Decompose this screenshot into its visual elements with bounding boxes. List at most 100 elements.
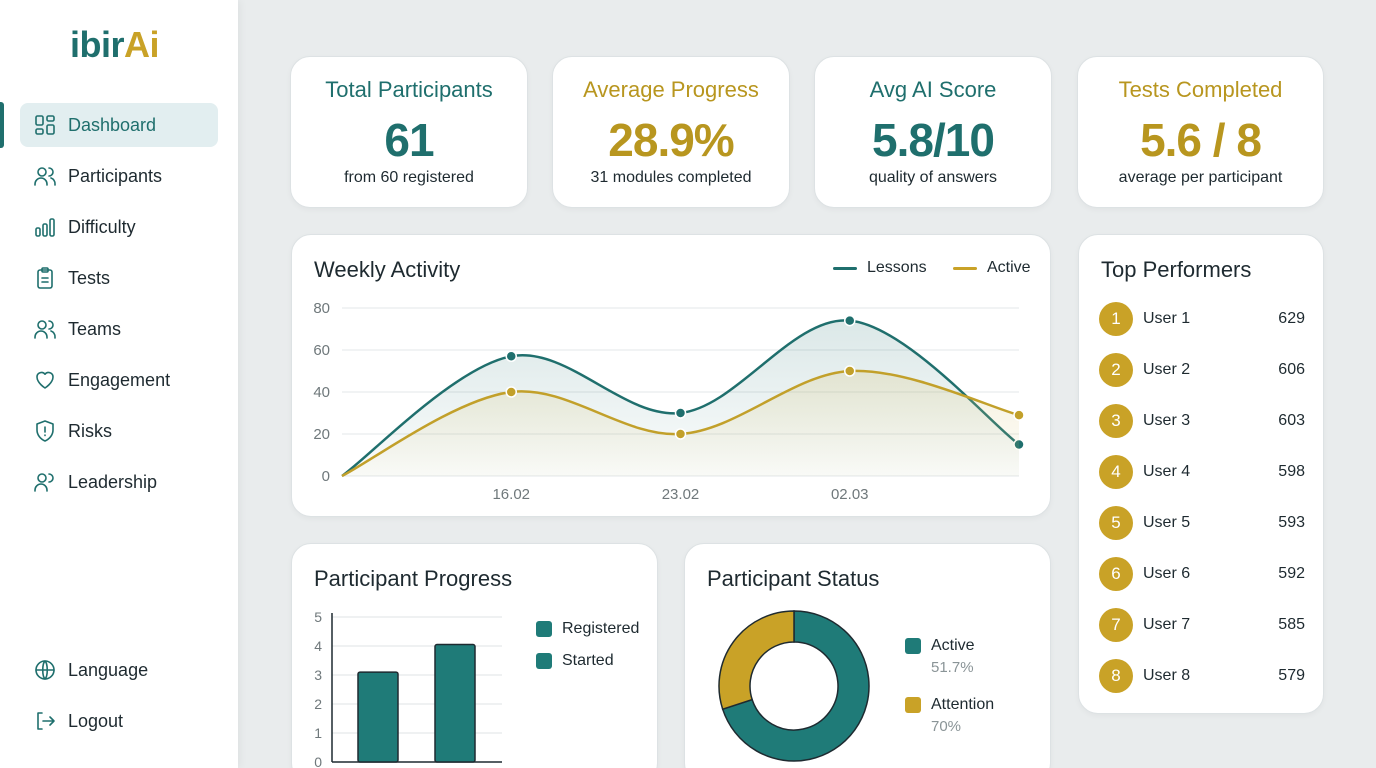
legend-label: Registered bbox=[562, 620, 640, 637]
performer-row[interactable]: 2 User 2 606 bbox=[1099, 353, 1305, 387]
legend-swatch-started bbox=[536, 653, 552, 669]
rank-badge: 6 bbox=[1099, 557, 1133, 591]
performer-row[interactable]: 7 User 7 585 bbox=[1099, 608, 1305, 642]
sidebar-item-engagement[interactable]: Engagement bbox=[20, 358, 218, 402]
legend-swatch-attention bbox=[905, 697, 921, 713]
kpi-value: 28.9% bbox=[608, 114, 734, 166]
y-tick-label: 40 bbox=[313, 384, 330, 401]
legend-label: Active bbox=[987, 259, 1031, 276]
sidebar-item-difficulty[interactable]: Difficulty bbox=[20, 205, 218, 249]
kpi-card-average-progress: Average Progress 28.9% 31 modules comple… bbox=[552, 56, 790, 208]
legend-swatch-registered bbox=[536, 621, 552, 637]
performer-name: User 4 bbox=[1143, 463, 1191, 480]
kpi-label: Average Progress bbox=[583, 77, 759, 102]
performer-name: User 1 bbox=[1143, 310, 1191, 327]
performer-row[interactable]: 1 User 1 629 bbox=[1099, 302, 1305, 336]
donut-slice-attention bbox=[718, 610, 795, 711]
dashboard-icon bbox=[32, 112, 58, 138]
performer-row[interactable]: 6 User 6 592 bbox=[1099, 557, 1305, 591]
x-tick-label: 02.03 bbox=[831, 486, 869, 503]
performer-score: 592 bbox=[1278, 565, 1305, 582]
sidebar-item-participants[interactable]: Participants bbox=[20, 154, 218, 198]
y-tick-label: 20 bbox=[313, 426, 330, 443]
bar bbox=[357, 671, 399, 763]
kpi-value: 5.8/10 bbox=[872, 114, 995, 166]
y-tick-label: 5 bbox=[314, 609, 322, 625]
legend-percent: 70% bbox=[931, 718, 962, 735]
kpi-card-total-participants: Total Participants 61 from 60 registered bbox=[290, 56, 528, 208]
data-point-lessons bbox=[505, 350, 517, 363]
performer-name: User 2 bbox=[1143, 361, 1191, 378]
performer-name: User 8 bbox=[1143, 667, 1191, 684]
sidebar-item-logout[interactable]: Logout bbox=[20, 699, 218, 743]
performer-row[interactable]: 3 User 3 603 bbox=[1099, 404, 1305, 438]
data-point-active bbox=[674, 428, 687, 440]
kpi-value: 5.6 / 8 bbox=[1140, 114, 1262, 166]
rank-badge: 4 bbox=[1099, 455, 1133, 489]
kpi-sub: average per participant bbox=[1118, 169, 1283, 186]
legend-swatch-active bbox=[953, 266, 977, 270]
sidebar-item-language[interactable]: Language bbox=[20, 648, 218, 692]
rank-badge: 2 bbox=[1099, 353, 1133, 387]
weekly-activity-chart: 0 20 40 60 80 16.02 23.02 02.03 bbox=[313, 300, 1025, 503]
legend-label: Started bbox=[562, 652, 614, 669]
sidebar-item-leadership[interactable]: Leadership bbox=[20, 460, 218, 504]
sidebar-item-label: Participants bbox=[68, 165, 163, 186]
sidebar-item-label: Teams bbox=[68, 318, 122, 339]
kpi-card-tests-completed: Tests Completed 5.6 / 8 average per part… bbox=[1077, 56, 1324, 208]
donut-slice-active bbox=[721, 610, 870, 762]
sidebar-item-teams[interactable]: Teams bbox=[20, 307, 218, 351]
legend-label: Attention bbox=[931, 696, 995, 713]
sidebar-item-label: Difficulty bbox=[68, 216, 136, 237]
legend-active: Active bbox=[953, 259, 1031, 277]
kpi-label: Total Participants bbox=[325, 77, 493, 102]
performer-row[interactable]: 4 User 4 598 bbox=[1099, 455, 1305, 489]
participant-status-title: Participant Status bbox=[707, 566, 880, 591]
y-tick-label: 3 bbox=[314, 667, 322, 683]
shield-icon bbox=[32, 418, 58, 444]
brand-logo[interactable]: ibirAi bbox=[70, 24, 160, 65]
legend-percent: 51.7% bbox=[931, 659, 974, 676]
y-tick-label: 80 bbox=[313, 300, 330, 317]
rank-badge: 8 bbox=[1099, 659, 1133, 693]
data-point-lessons bbox=[674, 407, 687, 419]
performer-row[interactable]: 5 User 5 593 bbox=[1099, 506, 1305, 540]
legend-status-active: Active 51.7% bbox=[905, 637, 975, 676]
clipboard-icon bbox=[32, 265, 58, 291]
heart-icon bbox=[32, 367, 58, 393]
x-tick-label: 23.02 bbox=[662, 486, 700, 503]
performer-name: User 5 bbox=[1143, 514, 1191, 531]
data-point-active bbox=[844, 365, 856, 377]
sidebar-item-risks[interactable]: Risks bbox=[20, 409, 218, 453]
performer-row[interactable]: 8 User 8 579 bbox=[1099, 659, 1305, 693]
legend-swatch-active bbox=[905, 638, 921, 654]
y-tick-label: 0 bbox=[322, 468, 330, 485]
active-indicator bbox=[0, 102, 4, 148]
performer-score: 603 bbox=[1278, 412, 1305, 429]
performer-score: 585 bbox=[1278, 616, 1305, 633]
rank-badge: 1 bbox=[1099, 302, 1133, 336]
kpi-sub: quality of answers bbox=[868, 169, 998, 186]
sidebar: ibirAi Dashboard Participants Difficulty… bbox=[0, 0, 238, 768]
sidebar-item-label: Dashboard bbox=[68, 114, 157, 135]
top-performers-title: Top Performers bbox=[1101, 257, 1252, 282]
legend-started: Started bbox=[536, 652, 614, 670]
performer-score: 598 bbox=[1278, 463, 1305, 480]
data-point-active bbox=[505, 386, 517, 398]
sidebar-item-label: Engagement bbox=[68, 369, 171, 390]
performer-name: User 3 bbox=[1143, 412, 1191, 429]
participant-status-donut bbox=[718, 610, 870, 762]
kpi-label: Avg AI Score bbox=[869, 77, 997, 102]
kpi-label: Tests Completed bbox=[1118, 77, 1283, 102]
sidebar-item-dashboard[interactable]: Dashboard bbox=[20, 103, 218, 147]
performer-score: 593 bbox=[1278, 514, 1305, 531]
participant-progress-title: Participant Progress bbox=[314, 566, 513, 591]
y-tick-label: 0 bbox=[314, 754, 322, 768]
kpi-sub: from 60 registered bbox=[344, 169, 474, 186]
legend-label: Active bbox=[931, 637, 975, 654]
sidebar-item-tests[interactable]: Tests bbox=[20, 256, 218, 300]
legend-label: Lessons bbox=[867, 259, 927, 276]
sidebar-item-label: Tests bbox=[68, 267, 111, 288]
weekly-activity-card: Weekly Activity Lessons Active 0 20 40 60 80… bbox=[291, 234, 1051, 517]
performer-score: 579 bbox=[1278, 667, 1305, 684]
